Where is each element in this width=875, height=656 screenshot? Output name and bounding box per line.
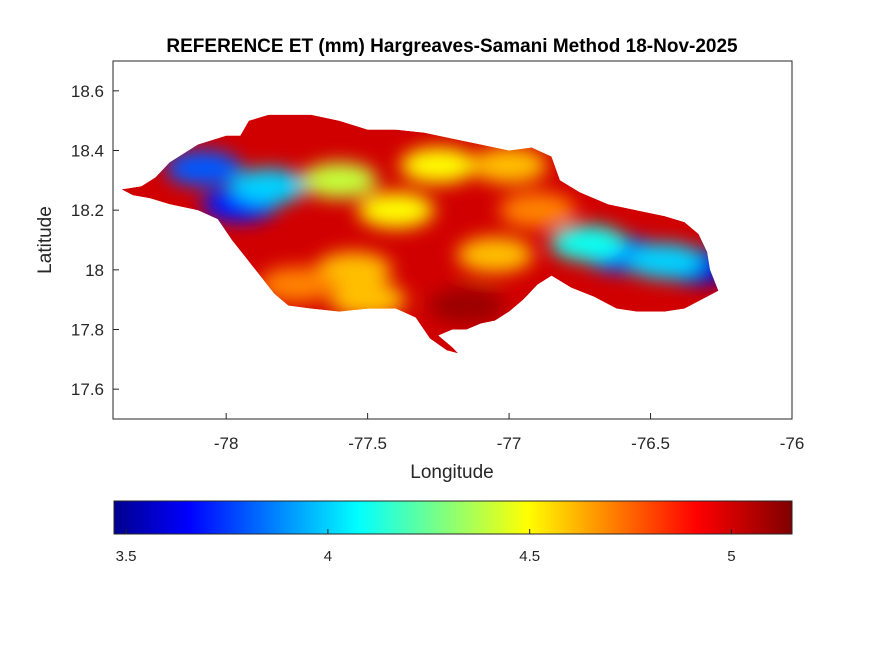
et-blob-5: [626, 242, 703, 279]
x-axis: -78 -77.5 -77 -76.5 -76: [214, 413, 804, 453]
y-axis: 17.6 17.8 18 18.2 18.4 18.6: [71, 82, 119, 399]
colorbar-tick-label: 3.5: [116, 548, 137, 565]
y-tick-label: 18: [85, 261, 104, 280]
x-tick-label: -78: [214, 434, 239, 453]
x-tick-label: -77: [497, 434, 522, 453]
et-blob-12: [258, 266, 335, 303]
x-tick-label: -77.5: [348, 434, 387, 453]
x-tick-label: -76: [780, 434, 805, 453]
colorbar-ticks: 3.5 4 4.5 5: [116, 529, 736, 565]
colorbar: [113, 500, 793, 535]
et-blob-7: [301, 162, 378, 199]
et-blob-11: [315, 251, 392, 288]
colorbar-tick-label: 5: [727, 548, 735, 565]
et-blob-6: [550, 224, 627, 261]
y-tick-label: 18.2: [71, 201, 104, 220]
et-blob-10: [357, 192, 434, 229]
x-tick-label: -76.5: [631, 434, 670, 453]
x-axis-label: Longitude: [410, 462, 493, 483]
y-tick-label: 18.6: [71, 82, 104, 101]
et-blob-15: [456, 236, 533, 273]
colorbar-tick-label: 4: [324, 548, 332, 565]
et-blob-16: [499, 192, 576, 229]
y-tick-label: 17.8: [71, 321, 104, 340]
y-axis-label: Latitude: [35, 206, 56, 274]
y-tick-label: 17.6: [71, 380, 104, 399]
chart-title: REFERENCE ET (mm) Hargreaves-Samani Meth…: [166, 36, 738, 57]
colorbar-tick-label: 4.5: [519, 548, 540, 565]
et-blob-2: [230, 168, 307, 205]
et-blob-9: [471, 147, 548, 184]
y-tick-label: 18.4: [71, 142, 104, 161]
et-blob-8: [400, 147, 477, 184]
et-blob-14: [428, 287, 505, 324]
et-blob-1: [165, 150, 242, 187]
